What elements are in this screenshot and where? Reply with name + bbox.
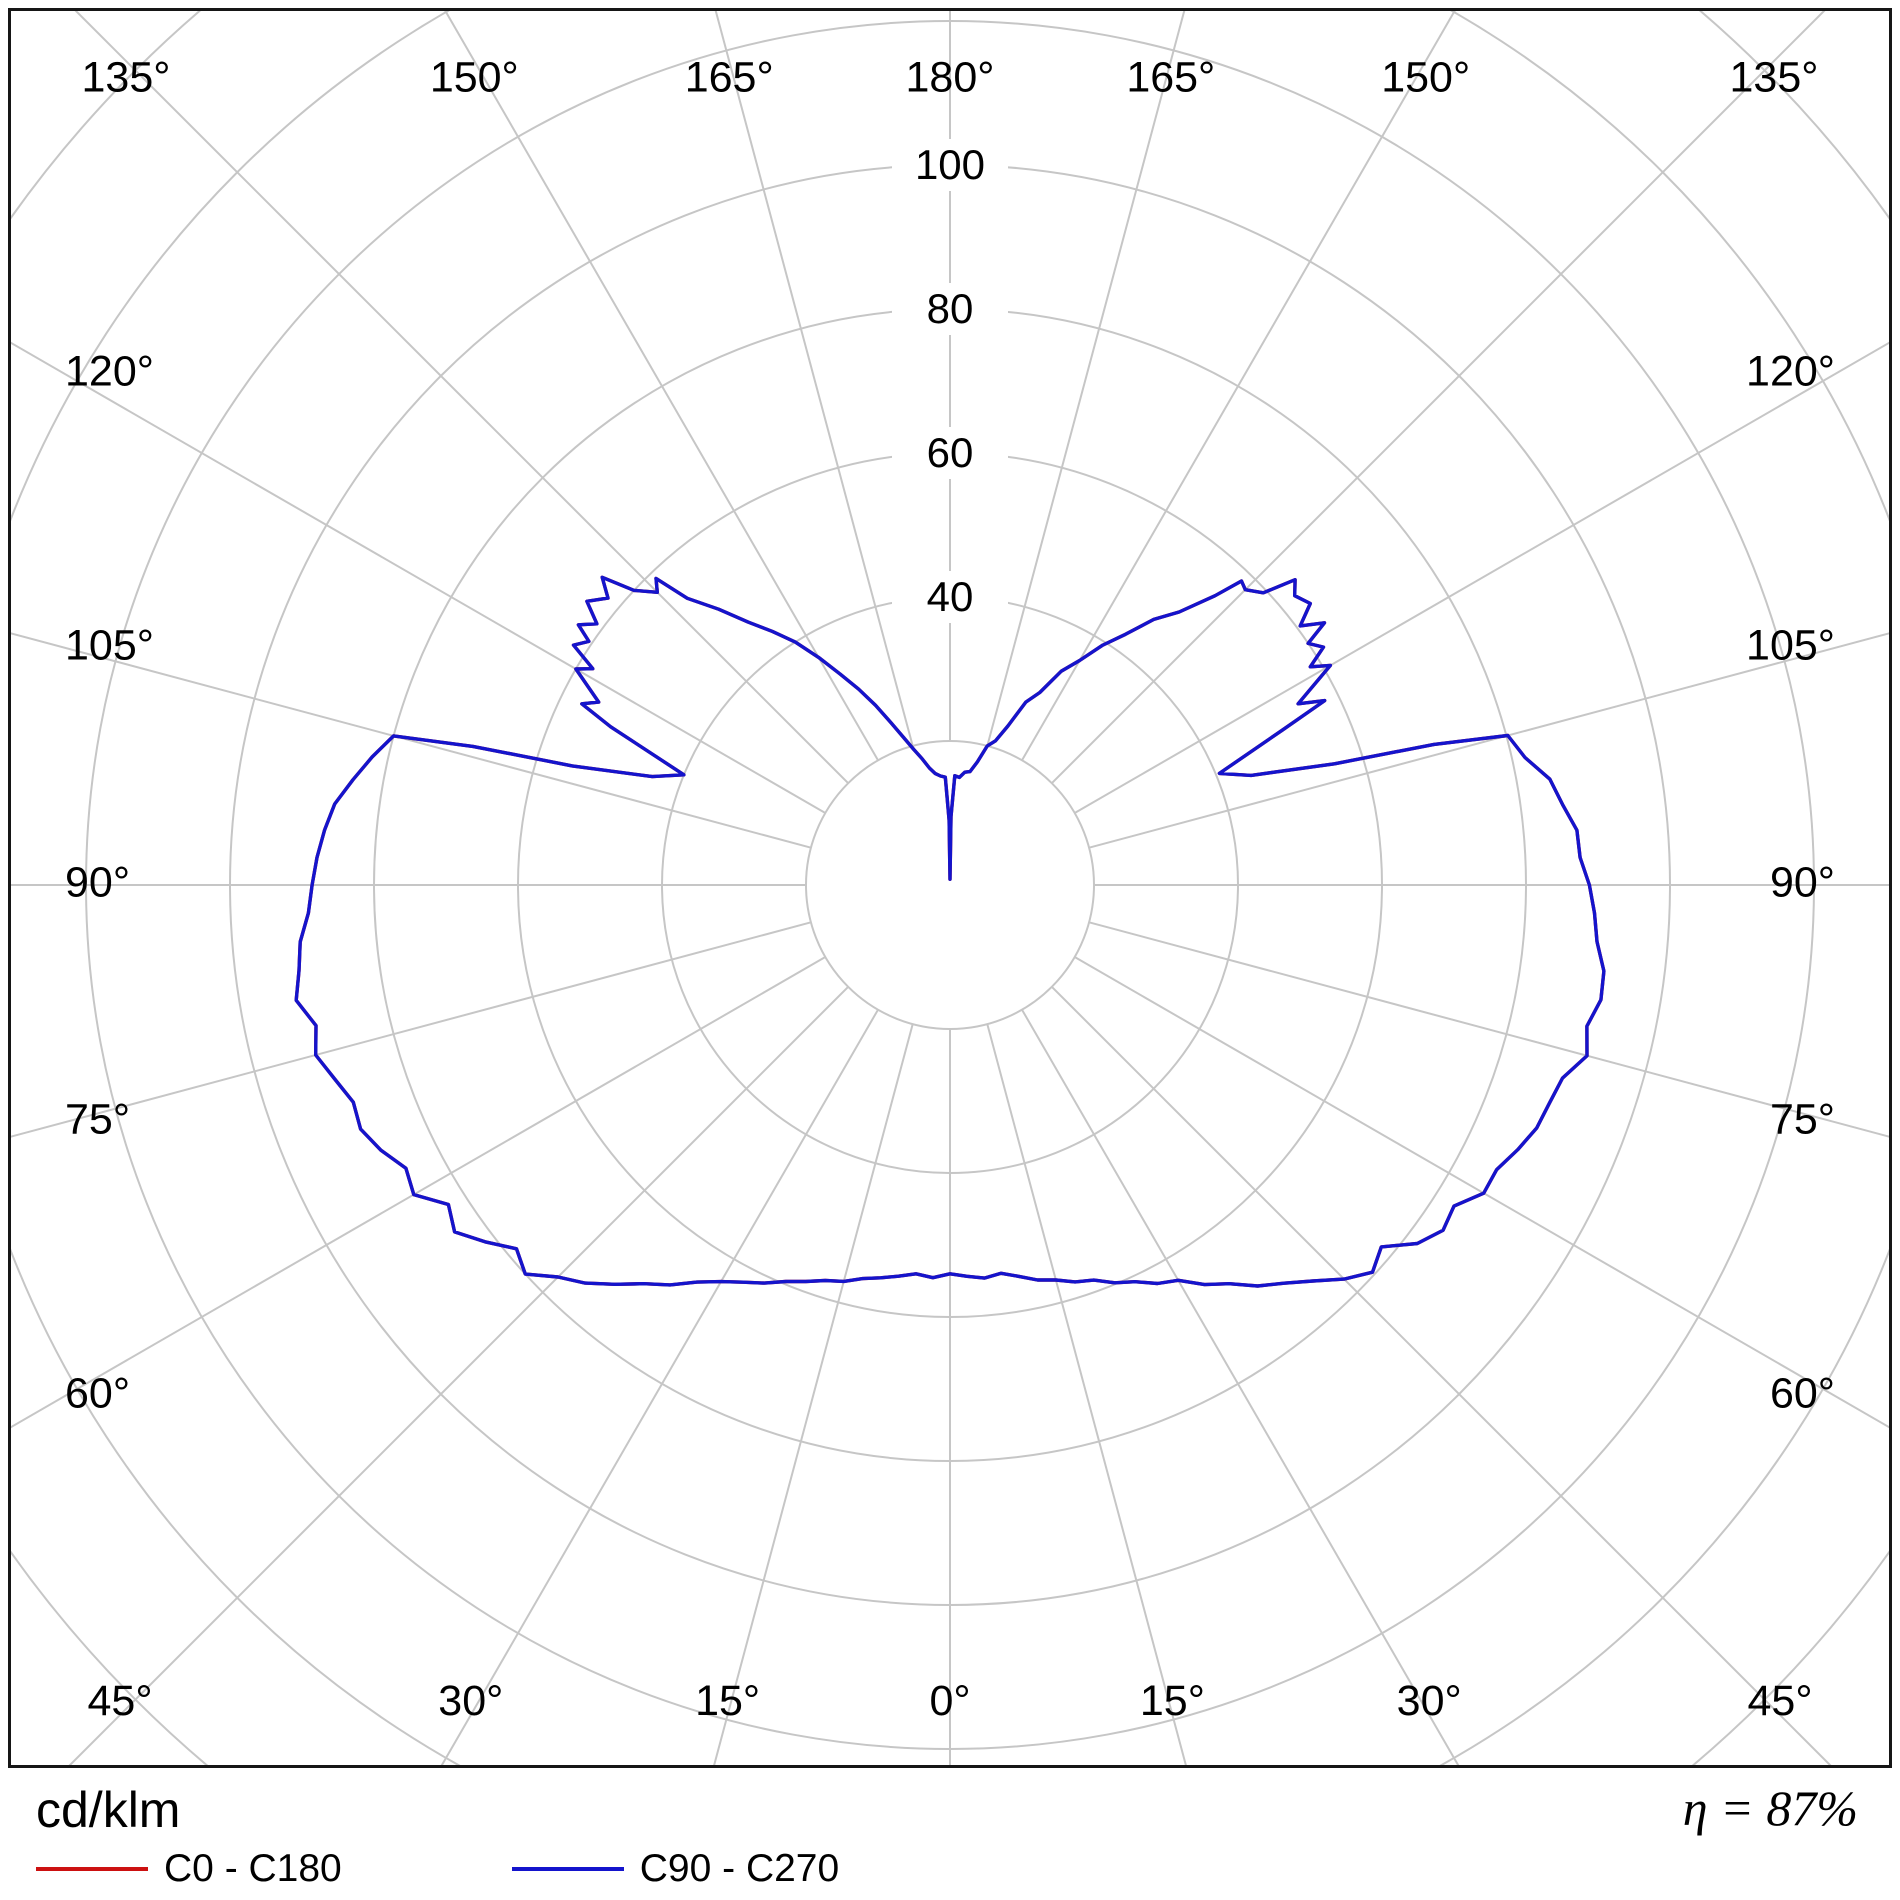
- legend: C0 - C180 C90 - C270: [36, 1846, 1009, 1892]
- angle-label: 30°: [438, 1677, 503, 1725]
- grid-spoke: [986, 1023, 1187, 1765]
- polar-grid: [11, 11, 1889, 1765]
- angle-label: 0°: [929, 1677, 970, 1725]
- angle-label: 165°: [685, 53, 774, 101]
- grid-spoke: [713, 1023, 914, 1765]
- grid-spoke: [986, 11, 1186, 747]
- radius-label: 60: [927, 429, 974, 476]
- polar-chart-frame: 0° 15° 15° 30° 30° 45° 45° 60° 60° 75° 75° 90° 90° 10…: [8, 8, 1892, 1768]
- angle-label: 60°: [1770, 1369, 1835, 1417]
- grid-spoke: [440, 1009, 879, 1765]
- grid-spoke: [1074, 341, 1889, 814]
- angle-label: 180°: [906, 53, 995, 101]
- legend-label-c90-c270: C90 - C270: [639, 1847, 840, 1890]
- grid-spoke: [11, 921, 812, 1138]
- grid-spoke: [1051, 11, 1826, 784]
- grid-spoke: [1021, 1009, 1460, 1765]
- efficiency-label: η = 87%: [1682, 1780, 1858, 1836]
- grid-spoke: [11, 632, 812, 849]
- angle-label: 120°: [1746, 347, 1835, 395]
- radius-label: 100: [915, 141, 985, 188]
- legend-swatch-c0-c180-line: [36, 1867, 148, 1871]
- angle-label: 150°: [1381, 53, 1470, 101]
- angle-label: 150°: [430, 53, 519, 101]
- angle-label: 135°: [1730, 53, 1819, 101]
- radius-label-mask: [892, 427, 1008, 479]
- grid-spoke: [1074, 956, 1889, 1429]
- radius-label-mask: [892, 283, 1008, 335]
- radius-labels: 40 60 80 100: [892, 139, 1008, 623]
- angle-label: 15°: [1140, 1677, 1205, 1725]
- radius-label-mask: [892, 571, 1008, 623]
- angle-label: 45°: [1747, 1677, 1812, 1725]
- angle-label: 75°: [65, 1095, 130, 1143]
- angle-label: 45°: [87, 1677, 152, 1725]
- legend-label-c0-c180: C0 - C180: [164, 1847, 342, 1890]
- grid-spoke: [74, 11, 849, 784]
- angle-label: 105°: [1746, 621, 1835, 669]
- angle-label: 120°: [65, 347, 154, 395]
- curve-c90-c270: [294, 575, 1606, 1288]
- angle-labels: 0° 15° 15° 30° 30° 45° 45° 60° 60° 75° 75° 90° 90° 10…: [65, 53, 1835, 1725]
- grid-spoke: [11, 341, 826, 814]
- grid-spoke: [11, 956, 826, 1429]
- grid-circle: [805, 740, 1095, 1030]
- angle-label: 15°: [695, 1677, 760, 1725]
- angle-label: 90°: [65, 858, 130, 906]
- grid-spoke: [1088, 921, 1889, 1138]
- radius-label: 40: [927, 573, 974, 620]
- grid-spoke: [1021, 11, 1456, 761]
- legend-swatch-c90-c270-line: [511, 1867, 624, 1871]
- grid-spoke: [68, 986, 849, 1765]
- grid-spoke: [1051, 986, 1832, 1765]
- angle-label: 30°: [1397, 1677, 1462, 1725]
- angle-label: 90°: [1770, 858, 1835, 906]
- angle-label: 60°: [65, 1369, 130, 1417]
- grid-spoke: [444, 11, 879, 761]
- legend-item-c0-c180: C0 - C180: [36, 1846, 342, 1892]
- angle-label: 165°: [1126, 53, 1215, 101]
- grid-spoke: [1088, 632, 1889, 849]
- angle-label: 135°: [82, 53, 171, 101]
- radius-label: 80: [927, 285, 974, 332]
- polar-chart: 0° 15° 15° 30° 30° 45° 45° 60° 60° 75° 75° 90° 90° 10…: [11, 11, 1889, 1765]
- angle-label: 75°: [1770, 1095, 1835, 1143]
- grid-spoke: [714, 11, 914, 747]
- unit-label: cd/klm: [36, 1782, 181, 1838]
- angle-label: 105°: [65, 621, 154, 669]
- radius-label-mask: [892, 139, 1008, 191]
- legend-item-c90-c270: C90 - C270: [511, 1846, 840, 1892]
